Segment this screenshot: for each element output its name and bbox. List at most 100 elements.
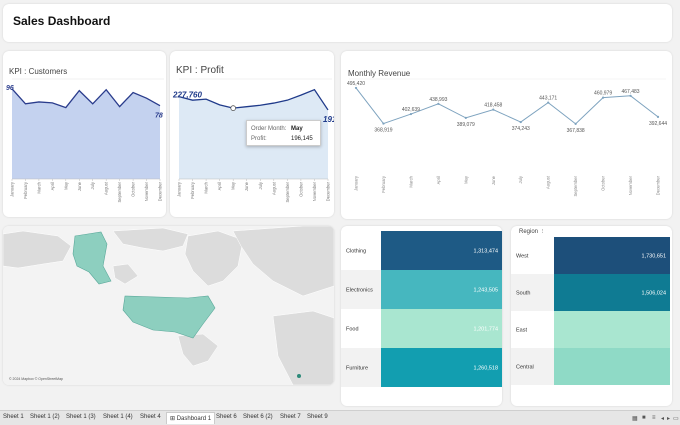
category-cell-electronics[interactable] bbox=[381, 270, 502, 309]
revenue-point[interactable] bbox=[574, 122, 577, 125]
category-row-bg bbox=[341, 309, 381, 348]
monthly-revenue-card: Monthly Revenue 495,420 368,919 402,639 438… bbox=[341, 51, 672, 219]
tab-sheet-1-4[interactable]: Sheet 1 (4) bbox=[103, 414, 133, 420]
profit-start-label: 227,760 bbox=[172, 91, 202, 100]
revenue-data-label: 367,838 bbox=[567, 128, 585, 134]
revenue-data-label: 392,644 bbox=[649, 121, 667, 127]
profit-tick-july: July bbox=[258, 181, 263, 189]
customers-tick-september: September bbox=[117, 181, 122, 202]
region-cell-south[interactable] bbox=[554, 274, 670, 311]
revenue-point[interactable] bbox=[354, 86, 358, 90]
customers-tick-february: February bbox=[23, 181, 28, 199]
region-heatmap[interactable]: West 1,730,651 South 1,506,024 East Central bbox=[511, 226, 672, 406]
map-card: © 2024 Mapbox © OpenStreetMap bbox=[3, 226, 334, 385]
revenue-point[interactable] bbox=[464, 116, 467, 119]
region-value-south: 1,506,024 bbox=[642, 291, 666, 297]
tab-sheet-9[interactable]: Sheet 9 bbox=[307, 414, 328, 420]
world-map[interactable]: © 2024 Mapbox © OpenStreetMap bbox=[3, 226, 334, 385]
revenue-data-label: 418,458 bbox=[484, 103, 502, 109]
sheet-tabs-bar: Sheet 1 Sheet 1 (2) Sheet 1 (3) Sheet 1 … bbox=[0, 410, 680, 425]
map-attribution: © 2024 Mapbox © OpenStreetMap bbox=[9, 377, 63, 381]
tab-dashboard-1[interactable]: ⊞ Dashboard 1 bbox=[166, 412, 216, 424]
category-value-electronics: 1,243,505 bbox=[474, 288, 498, 294]
filter-icon[interactable]: ⫶ bbox=[541, 229, 544, 235]
tab-sheet-1[interactable]: Sheet 1 bbox=[3, 414, 24, 420]
revenue-tick-march: March bbox=[408, 175, 413, 187]
grid-view-icon[interactable]: ▦ bbox=[632, 416, 638, 422]
revenue-point[interactable] bbox=[601, 96, 605, 99]
land-masses bbox=[3, 226, 334, 385]
tab-sheet-1-2[interactable]: Sheet 1 (2) bbox=[30, 414, 60, 420]
region-label-central: Central bbox=[516, 365, 534, 371]
prev-icon[interactable]: ◂ bbox=[661, 416, 665, 422]
revenue-tick-october: October bbox=[601, 175, 606, 191]
profit-line bbox=[178, 88, 329, 111]
category-heatmap[interactable]: Clothing 1,313,474 Electronics 1,243,505 Foo… bbox=[341, 226, 502, 406]
region-cell-east[interactable] bbox=[554, 311, 670, 348]
monthly-revenue-chart[interactable]: 495,420 368,919 402,639 438,993 389,079 418,4… bbox=[341, 51, 672, 219]
category-row-bg bbox=[341, 270, 381, 309]
revenue-point[interactable] bbox=[519, 120, 522, 124]
profit-hover-marker[interactable] bbox=[230, 105, 236, 111]
profit-tick-september: September bbox=[285, 181, 290, 202]
tab-sheet-1-3[interactable]: Sheet 1 (3) bbox=[66, 414, 96, 420]
revenue-point[interactable] bbox=[547, 101, 550, 104]
region-row-bg bbox=[511, 237, 554, 274]
canada-west bbox=[112, 263, 139, 285]
region-row-bg bbox=[511, 348, 554, 385]
title-card: Sales Dashboard bbox=[3, 4, 672, 42]
tab-sheet-7[interactable]: Sheet 7 bbox=[280, 414, 301, 420]
filmstrip-icon[interactable]: ■ bbox=[642, 415, 646, 421]
revenue-tick-january: January bbox=[354, 175, 359, 191]
category-cell-food[interactable] bbox=[381, 309, 502, 348]
customers-tick-january: January bbox=[10, 181, 15, 197]
revenue-point[interactable] bbox=[629, 94, 632, 97]
region-label-south: South bbox=[516, 291, 530, 297]
present-icon[interactable]: ▭ bbox=[673, 416, 679, 422]
tooltip-key-profit: Profit: bbox=[251, 136, 267, 142]
revenue-data-label: 495,420 bbox=[347, 81, 365, 87]
revenue-point[interactable] bbox=[492, 108, 495, 111]
region-cell-west[interactable] bbox=[554, 237, 670, 274]
revenue-data-label: 389,079 bbox=[457, 122, 475, 128]
tab-sheet-6-2[interactable]: Sheet 6 (2) bbox=[243, 414, 273, 420]
revenue-tick-december: December bbox=[656, 175, 661, 195]
profit-tick-october: October bbox=[298, 181, 303, 197]
revenue-point[interactable] bbox=[437, 102, 440, 105]
region-cell-central[interactable] bbox=[554, 348, 670, 385]
list-view-icon[interactable]: ≡ bbox=[652, 415, 656, 421]
customers-tick-december: December bbox=[158, 181, 163, 201]
profit-tick-january: January bbox=[177, 181, 182, 197]
profit-end-label: 191, bbox=[323, 115, 334, 124]
revenue-point[interactable] bbox=[656, 115, 660, 118]
profit-tick-february: February bbox=[190, 181, 195, 199]
category-value-clothing: 1,313,474 bbox=[474, 249, 498, 255]
kpi-customers-card: KPI : Customers January February March Apri… bbox=[3, 51, 166, 217]
region-row-bg bbox=[511, 274, 554, 311]
tab-sheet-6[interactable]: Sheet 6 bbox=[216, 414, 237, 420]
revenue-tick-august: August bbox=[546, 175, 551, 189]
revenue-point[interactable] bbox=[409, 112, 413, 116]
profit-tick-march: March bbox=[204, 181, 209, 193]
customers-tick-april: April bbox=[50, 182, 55, 190]
greenland-region bbox=[232, 226, 334, 297]
revenue-tick-february: February bbox=[381, 175, 386, 193]
category-card: Clothing 1,313,474 Electronics 1,243,505 Foo… bbox=[341, 226, 502, 406]
category-cell-clothing[interactable] bbox=[381, 231, 502, 270]
south-america bbox=[272, 310, 334, 385]
profit-tick-august: August bbox=[271, 181, 276, 195]
revenue-line bbox=[355, 87, 659, 125]
category-cell-furniture[interactable] bbox=[381, 348, 502, 387]
canada-north bbox=[112, 227, 189, 252]
tab-sheet-4[interactable]: Sheet 4 bbox=[140, 414, 161, 420]
revenue-tick-september: September bbox=[573, 175, 578, 196]
profit-tick-december: December bbox=[326, 181, 331, 201]
hawaii-dot bbox=[297, 374, 301, 378]
revenue-data-label: 443,171 bbox=[539, 96, 557, 102]
kpi-customers-chart[interactable]: January February March April May June July Augu… bbox=[3, 51, 166, 217]
next-icon[interactable]: ▸ bbox=[667, 416, 671, 422]
region-card: West 1,730,651 South 1,506,024 East Central R… bbox=[511, 226, 672, 406]
revenue-point[interactable] bbox=[382, 122, 385, 125]
revenue-tick-june: June bbox=[491, 175, 496, 185]
category-label-furniture: Furniture bbox=[346, 366, 368, 372]
